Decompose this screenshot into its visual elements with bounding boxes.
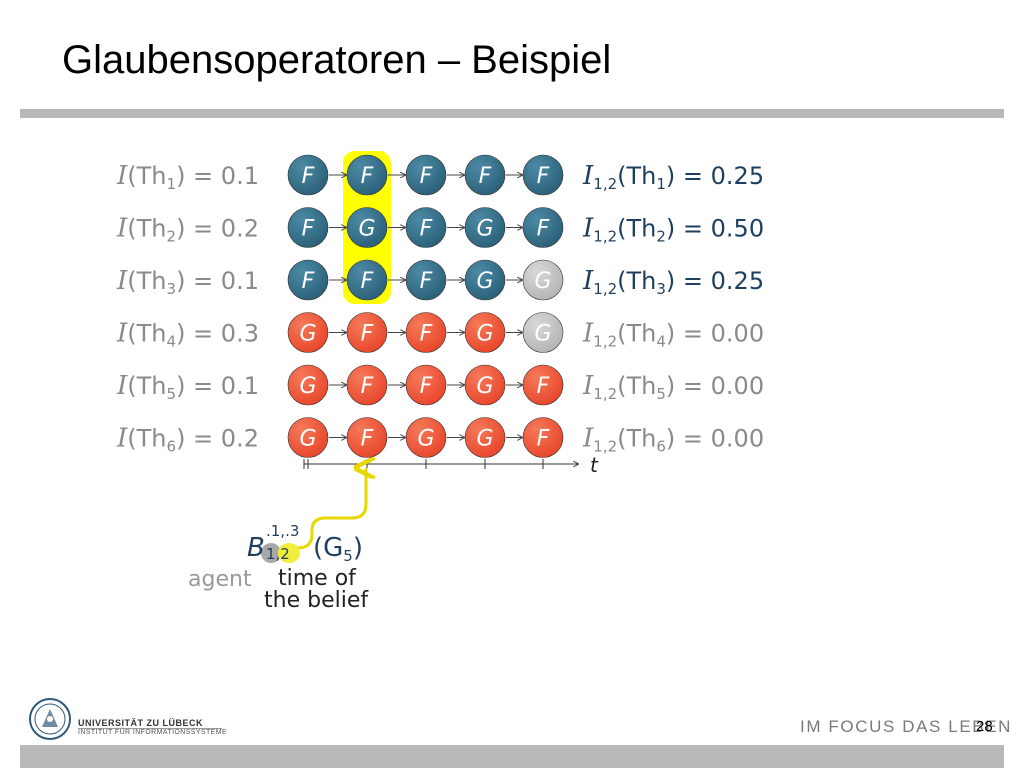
state-node: F (346, 259, 388, 301)
svg-text:F: F (361, 164, 374, 189)
title-divider (20, 109, 1004, 118)
svg-text:G: G (534, 269, 551, 294)
footer-divider (78, 728, 222, 729)
state-node: G (287, 417, 329, 458)
state-node: F (522, 417, 564, 458)
slide-title: Glaubensoperatoren – Beispiel (62, 38, 612, 82)
svg-text:F: F (537, 164, 550, 189)
state-node: G (346, 207, 388, 248)
state-node: F (287, 154, 329, 196)
svg-text:F: F (302, 269, 315, 294)
state-node: F (346, 312, 388, 353)
agent-label: agent (188, 567, 252, 592)
svg-text:F: F (479, 164, 492, 189)
page-number: 28 (976, 718, 993, 735)
state-node: F (522, 207, 564, 248)
belief-interpretation-label: I1,2(Th1) = 0.25 (582, 161, 764, 193)
state-node: F (522, 364, 564, 406)
svg-text:F: F (420, 269, 433, 294)
svg-text:G: G (476, 217, 493, 242)
agent-highlight (261, 543, 281, 563)
state-node: F (346, 364, 388, 406)
svg-text:F: F (302, 217, 315, 242)
svg-text:G: G (299, 427, 316, 452)
svg-text:F: F (361, 322, 374, 347)
belief-interpretation-label: I1,2(Th3) = 0.25 (582, 266, 764, 298)
state-node: G (464, 259, 506, 301)
state-node: G (464, 312, 506, 353)
state-node: G (464, 364, 506, 406)
state-node: F (464, 154, 506, 196)
svg-text:G: G (299, 322, 316, 347)
time-axis-label: t (590, 453, 599, 477)
state-node: F (287, 259, 329, 301)
svg-text:F: F (302, 164, 315, 189)
svg-text:G: G (417, 427, 434, 452)
time-of-belief-label: time of (278, 566, 357, 591)
svg-text:F: F (537, 217, 550, 242)
svg-text:F: F (420, 164, 433, 189)
state-node: G (287, 364, 329, 406)
interpretation-label: I(Th1) = 0.1 (116, 161, 259, 193)
state-node: F (405, 207, 447, 248)
interpretation-label: I(Th6) = 0.2 (116, 424, 259, 456)
belief-subscript: 1,2 (266, 545, 290, 563)
state-node: G (464, 207, 506, 248)
belief-argument: (G5) (313, 533, 363, 565)
belief-superscript: .1,.3 (266, 522, 299, 540)
time-of-belief-label: the belief (264, 588, 369, 613)
belief-interpretation-label: I1,2(Th2) = 0.50 (582, 214, 764, 246)
svg-text:G: G (299, 374, 316, 399)
state-node: G (522, 312, 564, 353)
university-name: UNIVERSITÄT ZU LÜBECK (78, 718, 203, 728)
svg-text:F: F (361, 427, 374, 452)
svg-text:F: F (537, 427, 550, 452)
time-highlight (278, 543, 300, 563)
state-node: G (464, 417, 506, 458)
belief-operator-symbol: B (247, 533, 265, 563)
svg-text:F: F (537, 374, 550, 399)
svg-text:F: F (420, 374, 433, 399)
state-node: F (287, 207, 329, 248)
university-motto: IM FOCUS DAS LEBEN (800, 717, 1013, 736)
time-pointer-arrow (290, 468, 366, 550)
institute-name: INSTITUT FÜR INFORMATIONSSYSTEME (78, 729, 228, 736)
state-node: F (522, 154, 564, 196)
svg-text:F: F (361, 374, 374, 399)
interpretation-label: I(Th4) = 0.3 (116, 319, 259, 351)
state-node: F (346, 154, 388, 196)
belief-interpretation-label: I1,2(Th5) = 0.00 (582, 371, 764, 403)
svg-text:G: G (476, 374, 493, 399)
state-node: G (287, 312, 329, 353)
svg-text:G: G (476, 427, 493, 452)
state-node: F (346, 417, 388, 458)
interpretation-label: I(Th2) = 0.2 (116, 214, 259, 246)
university-seal-icon (29, 698, 71, 740)
bottom-bar (20, 745, 1004, 768)
svg-text:F: F (420, 217, 433, 242)
state-node: G (522, 259, 564, 301)
interpretation-label: I(Th3) = 0.1 (116, 266, 259, 298)
belief-interpretation-label: I1,2(Th4) = 0.00 (582, 319, 764, 351)
interpretation-label: I(Th5) = 0.1 (116, 371, 259, 403)
state-node: F (405, 259, 447, 301)
svg-text:G: G (358, 217, 375, 242)
state-node: F (405, 154, 447, 196)
svg-text:F: F (420, 322, 433, 347)
belief-interpretation-label: I1,2(Th6) = 0.00 (582, 424, 764, 456)
state-node: G (405, 417, 447, 458)
svg-text:G: G (476, 322, 493, 347)
svg-text:G: G (476, 269, 493, 294)
state-node: F (405, 364, 447, 406)
state-node: F (405, 312, 447, 353)
svg-text:F: F (361, 269, 374, 294)
svg-text:G: G (534, 322, 551, 347)
